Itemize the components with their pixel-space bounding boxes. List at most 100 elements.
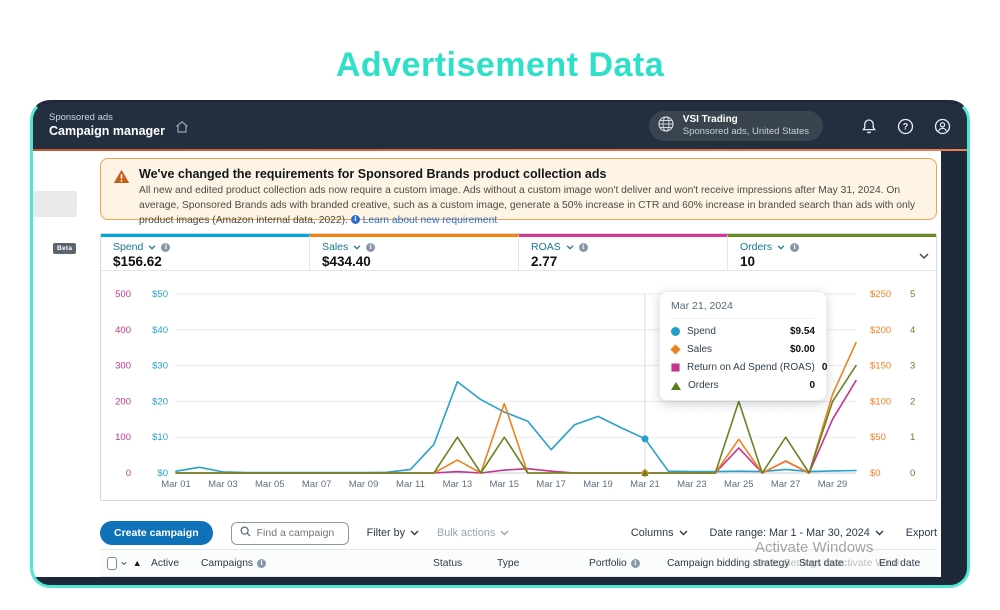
chevron-down-icon[interactable]: [353, 244, 361, 250]
metric-tab-roas[interactable]: ROAS2.77: [519, 234, 728, 270]
svg-text:Mar 05: Mar 05: [255, 479, 285, 490]
tooltip-row: Return on Ad Spend (ROAS) 0: [671, 362, 827, 373]
metric-tab-orders[interactable]: Orders10: [728, 234, 936, 270]
svg-text:$40: $40: [152, 325, 168, 336]
chevron-down-icon[interactable]: [566, 244, 574, 250]
svg-text:$0: $0: [870, 468, 881, 479]
beta-badge: Beta: [53, 243, 77, 254]
metric-value: $434.40: [322, 254, 371, 269]
learn-more-link[interactable]: Learn about new requirement: [362, 214, 498, 226]
app-brand: Sponsored ads Campaign manager: [49, 112, 165, 140]
metric-label: Orders: [740, 241, 773, 253]
notifications-bell-icon[interactable]: [861, 118, 877, 135]
tooltip-series-label: Orders: [688, 380, 719, 391]
collapse-chart-chevron-icon[interactable]: [919, 247, 929, 265]
metric-value: 2.77: [531, 254, 558, 269]
svg-text:Mar 13: Mar 13: [443, 479, 473, 490]
triangle-series-icon: [671, 381, 681, 390]
account-name: VSI Trading: [682, 114, 738, 126]
tooltip-series-value: $0.00: [789, 344, 815, 355]
info-icon: [161, 242, 171, 252]
column-header-type: Type: [497, 557, 520, 569]
svg-text:Mar 25: Mar 25: [724, 479, 754, 490]
requirements-banner: We've changed the requirements for Spons…: [100, 158, 937, 226]
svg-text:0: 0: [910, 468, 915, 479]
svg-text:Mar 29: Mar 29: [818, 479, 848, 490]
campaign-search[interactable]: [230, 521, 349, 545]
header-accent-divider: [33, 149, 967, 151]
help-icon[interactable]: ?: [897, 118, 914, 135]
create-campaign-button[interactable]: Create campaign: [100, 521, 213, 545]
chevron-down-icon: [410, 530, 419, 536]
square-series-icon: [671, 363, 680, 372]
performance-panel: Spend$156.62Sales$434.40ROAS2.77Orders10…: [100, 233, 937, 501]
metric-tab-spend[interactable]: Spend$156.62: [101, 234, 310, 270]
metric-label: Spend: [113, 241, 144, 253]
svg-text:500: 500: [115, 289, 131, 300]
search-icon: [240, 526, 251, 540]
tooltip-row: Spend $9.54: [671, 326, 815, 337]
columns-label: Columns: [630, 527, 674, 539]
svg-text:100: 100: [115, 432, 131, 443]
svg-text:4: 4: [910, 325, 915, 336]
column-header-portfolio: Portfolio: [589, 558, 667, 569]
svg-text:$20: $20: [152, 396, 168, 407]
date-range-label: Date range: Mar 1 - Mar 30, 2024: [709, 527, 870, 539]
filter-by-dropdown[interactable]: Filter by: [367, 527, 419, 539]
column-header-active: Active: [151, 557, 180, 569]
performance-chart: 0 100 200 300 400 500 $0 $10 $20 $30 $40 $50 $0 $50 $1…: [101, 271, 936, 499]
svg-text:Mar 21: Mar 21: [630, 479, 660, 490]
chevron-down-icon[interactable]: [121, 561, 127, 566]
svg-text:400: 400: [115, 325, 131, 336]
warning-column-icon: ▲: [132, 558, 142, 568]
export-button[interactable]: Export: [906, 527, 937, 539]
svg-text:2: 2: [910, 396, 915, 407]
info-icon: [630, 558, 640, 568]
tooltip-series-value: $9.54: [789, 326, 815, 337]
chevron-down-icon[interactable]: [777, 244, 785, 250]
column-header-start-date: Start date: [799, 557, 844, 569]
chevron-down-icon[interactable]: [148, 244, 156, 250]
svg-text:3: 3: [910, 361, 915, 372]
svg-text:$50: $50: [870, 432, 886, 443]
account-subtitle: Sponsored ads, United States: [682, 126, 809, 138]
svg-text:$200: $200: [870, 325, 891, 336]
home-icon[interactable]: [175, 120, 189, 133]
account-icon[interactable]: [934, 118, 951, 135]
svg-text:$10: $10: [152, 432, 168, 443]
tooltip-series-label: Return on Ad Spend (ROAS): [687, 362, 815, 373]
globe-icon: [657, 115, 675, 138]
chart-svg: 0100200300400500$0$10$20$30$40$50$0$50$1…: [115, 289, 915, 490]
tooltip-date: Mar 21, 2024: [671, 300, 815, 319]
select-all-checkbox[interactable]: [107, 556, 117, 570]
metric-tab-sales[interactable]: Sales$434.40: [310, 234, 519, 270]
filter-by-label: Filter by: [366, 527, 406, 539]
svg-text:?: ?: [903, 121, 909, 131]
svg-text:Mar 15: Mar 15: [489, 479, 519, 490]
account-switcher[interactable]: VSI Trading Sponsored ads, United States: [648, 111, 823, 141]
svg-text:$150: $150: [870, 361, 891, 372]
page-title: Advertisement Data: [335, 46, 665, 84]
chart-tooltip: Mar 21, 2024 Spend $9.54 Sales $0.00 Return …: [659, 291, 827, 401]
banner-text: All new and edited product collection ad…: [139, 185, 916, 226]
tooltip-series-label: Sales: [687, 344, 713, 355]
warning-icon: [113, 169, 130, 189]
metric-value: $156.62: [113, 254, 162, 269]
svg-text:Mar 27: Mar 27: [771, 479, 801, 490]
bulk-actions-dropdown[interactable]: Bulk actions: [437, 527, 509, 539]
svg-text:$0: $0: [157, 468, 168, 479]
metric-value: 10: [740, 254, 756, 269]
tooltip-series-value: 0: [821, 362, 828, 373]
svg-text:Mar 09: Mar 09: [349, 479, 379, 490]
sidebar-menu-placeholder[interactable]: [33, 191, 77, 217]
svg-text:1: 1: [910, 432, 915, 443]
tooltip-row: Orders 0: [671, 380, 815, 391]
search-input[interactable]: [256, 527, 340, 539]
columns-dropdown[interactable]: Columns: [631, 527, 688, 539]
metric-label: Sales: [322, 241, 349, 253]
svg-text:Mar 17: Mar 17: [536, 479, 566, 490]
svg-text:0: 0: [126, 468, 131, 479]
date-range-dropdown[interactable]: Date range: Mar 1 - Mar 30, 2024: [710, 527, 884, 539]
